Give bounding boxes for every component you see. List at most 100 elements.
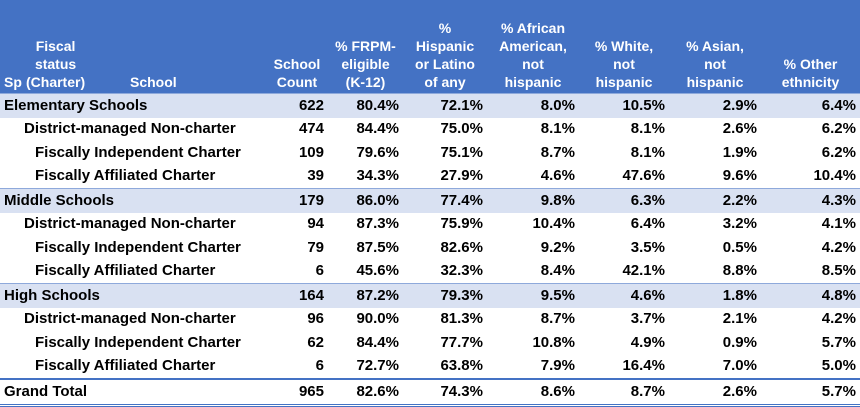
cell-count: 474 [298,120,324,138]
cell-other: 10.4% [813,167,856,185]
cell-count: 94 [307,215,324,233]
cell-count: 6 [315,357,324,375]
cell-asian: 1.8% [669,283,761,308]
header-label-cell: Fiscal status (Charter) Sp School [0,0,266,94]
cell-hispanic: 27.9% [440,167,483,185]
cell-hispanic: 79.3% [403,283,487,308]
cell-white: 8.1% [630,143,665,161]
cell-other: 8.5% [821,262,856,280]
cell-hispanic: 32.3% [440,262,483,280]
cell-hispanic: 72.1% [403,93,487,118]
cell-frpm: 84.4% [356,333,399,351]
cell-african: 8.0% [487,93,579,118]
cell-asian: 9.6% [722,167,757,185]
cell-frpm: 45.6% [356,262,399,280]
cell-white: 47.6% [622,167,665,185]
cell-other: 4.8% [761,283,860,308]
cell-african: 8.6% [487,378,579,407]
cell-frpm: 87.5% [356,238,399,256]
cell-frpm: 34.3% [356,167,399,185]
cell-frpm: 84.4% [356,120,399,138]
cell-hispanic: 75.1% [440,143,483,161]
cell-asian: 2.2% [669,188,761,213]
cell-asian: 3.2% [722,215,757,233]
header-school: School [130,74,177,90]
cell-white: 4.9% [630,333,665,351]
table-row: District-managed Non-charter 94 87.3% 75… [0,213,860,237]
cell-asian: 0.9% [722,333,757,351]
cell-frpm: 79.6% [356,143,399,161]
cell-other: 4.2% [821,310,856,328]
cell-frpm: 87.3% [356,215,399,233]
cell-other: 5.7% [761,378,860,407]
row-label: Fiscally Affiliated Charter [35,357,216,375]
cell-other: 4.3% [761,188,860,213]
table-row: District-managed Non-charter 474 84.4% 7… [0,118,860,142]
cell-hispanic: 63.8% [440,357,483,375]
grand-total-row: Grand Total 965 82.6% 74.3% 8.6% 8.7% 2.… [0,378,860,407]
cell-count: 6 [315,262,324,280]
cell-count: 179 [266,188,328,213]
header-asian: % Asian, not hispanic [669,0,761,94]
cell-count: 79 [307,238,324,256]
cell-count: 39 [307,167,324,185]
cell-count: 62 [307,333,324,351]
cell-white: 6.4% [630,215,665,233]
cell-white: 3.5% [630,238,665,256]
cell-frpm: 82.6% [328,378,403,407]
row-label: District-managed Non-charter [24,310,236,328]
cell-hispanic: 81.3% [440,310,483,328]
header-hispanic: % Hispanic or Latino of any [403,0,487,94]
cell-hispanic: 77.7% [440,333,483,351]
cell-asian: 0.5% [722,238,757,256]
cell-other: 4.1% [821,215,856,233]
row-label: Grand Total [0,378,266,407]
cell-african: 10.4% [532,215,575,233]
cell-white: 3.7% [630,310,665,328]
row-label: Fiscally Independent Charter [35,238,241,256]
table-row: Fiscally Independent Charter 79 87.5% 82… [0,236,860,260]
table-row: Fiscally Affiliated Charter 6 45.6% 32.3… [0,260,860,284]
table-row: High Schools 164 87.2% 79.3% 9.5% 4.6% 1… [0,283,860,308]
cell-african: 10.8% [532,333,575,351]
cell-white: 16.4% [622,357,665,375]
cell-other: 6.4% [761,93,860,118]
header-other: % Other ethnicity [761,0,860,94]
table-row: Fiscally Independent Charter 109 79.6% 7… [0,141,860,165]
row-label: Fiscally Independent Charter [35,143,241,161]
cell-african: 8.7% [540,143,575,161]
cell-african: 8.1% [540,120,575,138]
cell-hispanic: 74.3% [403,378,487,407]
cell-asian: 8.8% [722,262,757,280]
header-frpm: % FRPM- eligible (K-12) [328,0,403,94]
cell-african: 7.9% [540,357,575,375]
cell-asian: 2.6% [669,378,761,407]
cell-count: 96 [307,310,324,328]
row-label: Middle Schools [0,188,266,213]
cell-hispanic: 82.6% [440,238,483,256]
table-row: District-managed Non-charter 96 90.0% 81… [0,308,860,332]
cell-white: 10.5% [579,93,669,118]
table-row: Elementary Schools 622 80.4% 72.1% 8.0% … [0,93,860,118]
cell-asian: 7.0% [722,357,757,375]
cell-other: 5.7% [821,333,856,351]
cell-count: 109 [298,143,324,161]
header-row: Fiscal status (Charter) Sp School School… [0,0,860,94]
header-fiscal-status: Fiscal status (Charter) [26,38,86,90]
cell-african: 9.2% [540,238,575,256]
header-school-count: School Count [266,0,328,94]
cell-hispanic: 77.4% [403,188,487,213]
cell-hispanic: 75.9% [440,215,483,233]
table-row: Fiscally Affiliated Charter 6 72.7% 63.8… [0,355,860,380]
cell-asian: 2.6% [722,120,757,138]
cell-asian: 1.9% [722,143,757,161]
cell-count: 164 [266,283,328,308]
row-label: Elementary Schools [0,93,266,118]
row-label: Fiscally Affiliated Charter [35,262,216,280]
cell-asian: 2.1% [722,310,757,328]
cell-african: 8.4% [540,262,575,280]
cell-african: 9.8% [487,188,579,213]
cell-hispanic: 75.0% [440,120,483,138]
cell-frpm: 87.2% [328,283,403,308]
